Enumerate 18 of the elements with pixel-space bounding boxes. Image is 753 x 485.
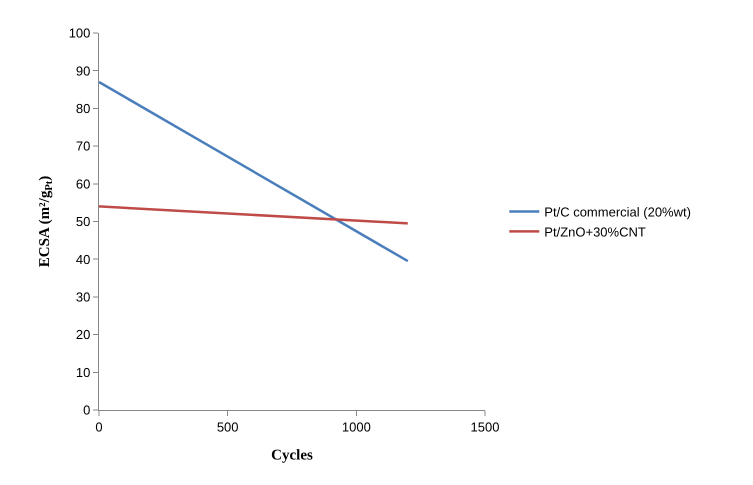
- y-tick-label: 20: [76, 327, 90, 342]
- y-tick-label: 10: [76, 364, 90, 380]
- y-tick-label: 40: [76, 252, 90, 267]
- y-tick-label: 60: [76, 176, 90, 192]
- y-tick-label: 70: [76, 138, 90, 154]
- y-tick-label: 0: [83, 402, 90, 418]
- y-tick-label: 30: [76, 289, 90, 304]
- legend-label: Pt/ZnO+30%CNT: [544, 224, 646, 240]
- x-tick-label: 1500: [470, 420, 500, 435]
- x-tick-label: 1000: [342, 420, 371, 435]
- y-tick-label: 90: [76, 63, 90, 78]
- x-tick-label: 0: [95, 420, 103, 435]
- y-tick-label: 100: [68, 26, 90, 41]
- legend-label: Pt/C commercial (20%wt): [544, 204, 691, 220]
- y-tick-label: 50: [76, 214, 90, 230]
- x-axis-title: Cycles: [271, 448, 313, 464]
- y-tick-label: 80: [76, 100, 90, 116]
- x-tick-label: 500: [216, 420, 239, 435]
